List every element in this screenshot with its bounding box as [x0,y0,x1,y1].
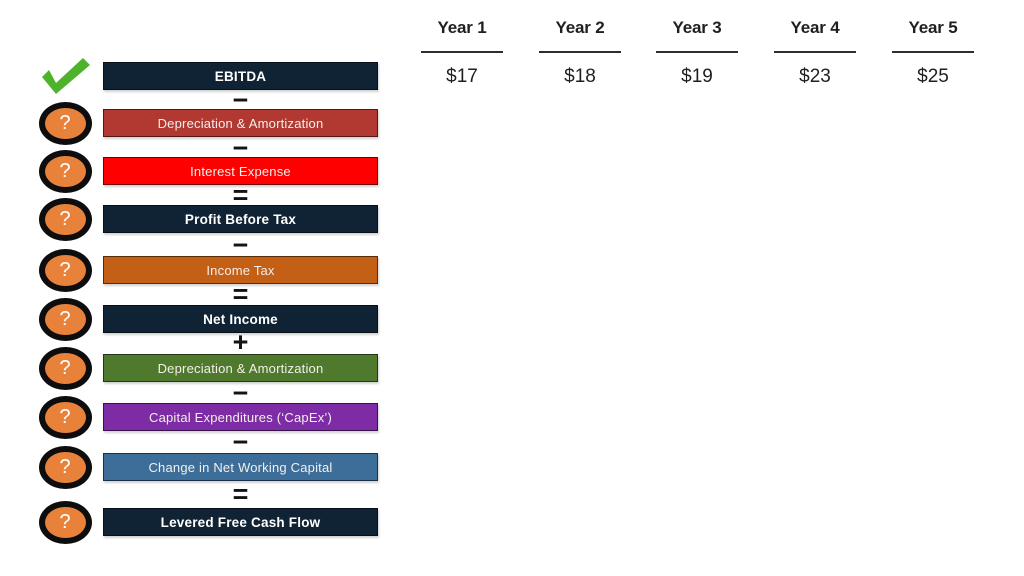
ebitda-value: $18 [564,66,596,87]
operator-equals: = [232,279,249,309]
operator-minus: − [232,230,249,260]
flow-row-change-in-nwc: ? Change in Net Working Capital [0,445,400,489]
question-icon[interactable]: ? [36,197,94,241]
flow-bar-capex: Capital Expenditures (‘CapEx’) [103,403,378,431]
flow-bar-interest-expense: Interest Expense [103,157,378,185]
ebitda-value: $19 [681,66,713,87]
question-icon[interactable]: ? [36,346,94,390]
question-icon[interactable]: ? [36,248,94,292]
flow-bar-profit-before-tax: Profit Before Tax [103,205,378,233]
question-mark-text: ? [38,395,92,439]
operator-plus: + [232,327,249,357]
year-header: Year 2 [555,18,605,37]
question-mark-text: ? [38,197,92,241]
year-header: Year 4 [790,18,840,37]
operator-equals: = [232,180,249,210]
question-icon[interactable]: ? [36,101,94,145]
year-header: Year 5 [908,18,958,37]
flow-row-interest-expense: ? Interest Expense [0,149,400,193]
ebitda-value: $25 [917,66,949,87]
year-header: Year 3 [672,18,722,37]
question-mark-text: ? [38,500,92,544]
flow-row-net-income: ? Net Income [0,297,400,341]
question-icon[interactable]: ? [36,149,94,193]
question-mark-text: ? [38,101,92,145]
question-icon[interactable]: ? [36,297,94,341]
flow-bar-ebitda: EBITDA [103,62,378,90]
operator-minus: − [232,133,249,163]
question-mark-text: ? [38,297,92,341]
year-column-5: Year 5 $25 [883,18,983,88]
ebitda-value: $17 [446,66,478,87]
flow-bar-change-in-nwc: Change in Net Working Capital [103,453,378,481]
question-icon[interactable]: ? [36,395,94,439]
year-header-underline [656,51,738,53]
flow-bar-depreciation-amortization: Depreciation & Amortization [103,109,378,137]
flow-row-capex: ? Capital Expenditures (‘CapEx’) [0,395,400,439]
ebitda-value: $23 [799,66,831,87]
year-column-4: Year 4 $23 [765,18,865,88]
question-icon[interactable]: ? [36,500,94,544]
question-mark-text: ? [38,346,92,390]
year-header: Year 1 [437,18,487,37]
flow-bar-depreciation-amortization-addback: Depreciation & Amortization [103,354,378,382]
flow-row-depreciation-amortization: ? Depreciation & Amortization [0,101,400,145]
check-icon [36,54,94,98]
question-mark-text: ? [38,149,92,193]
year-header-underline [774,51,856,53]
operator-minus: − [232,85,249,115]
question-mark-text: ? [38,248,92,292]
year-header-underline [892,51,974,53]
check-icon-svg [42,58,90,94]
year-column-3: Year 3 $19 [647,18,747,88]
operator-minus: − [232,378,249,408]
flow-row-ebitda: EBITDA [0,58,400,94]
year-column-2: Year 2 $18 [530,18,630,88]
flow-row-depreciation-amortization-addback: ? Depreciation & Amortization [0,346,400,390]
operator-equals: = [232,479,249,509]
flow-bar-net-income: Net Income [103,305,378,333]
flow-row-profit-before-tax: ? Profit Before Tax [0,197,400,241]
flow-row-levered-free-cash-flow: ? Levered Free Cash Flow [0,500,400,544]
year-header-underline [421,51,503,53]
year-column-1: Year 1 $17 [412,18,512,88]
flow-row-income-tax: ? Income Tax [0,248,400,292]
question-mark-text: ? [38,445,92,489]
question-icon[interactable]: ? [36,445,94,489]
operator-minus: − [232,427,249,457]
flow-bar-levered-free-cash-flow: Levered Free Cash Flow [103,508,378,536]
flow-bar-income-tax: Income Tax [103,256,378,284]
year-header-underline [539,51,621,53]
